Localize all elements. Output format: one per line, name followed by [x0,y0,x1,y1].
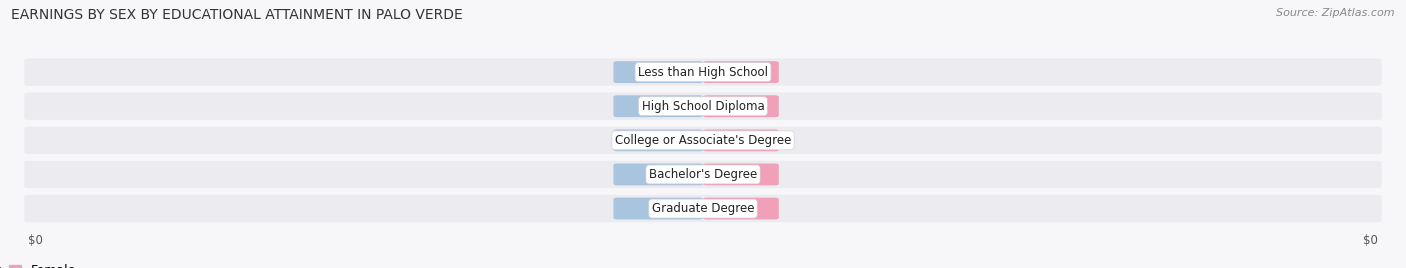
FancyBboxPatch shape [24,58,1382,86]
Text: EARNINGS BY SEX BY EDUCATIONAL ATTAINMENT IN PALO VERDE: EARNINGS BY SEX BY EDUCATIONAL ATTAINMEN… [11,8,463,22]
Text: $0: $0 [734,101,748,111]
FancyBboxPatch shape [613,95,703,117]
FancyBboxPatch shape [703,163,779,185]
Text: $0: $0 [651,135,665,145]
FancyBboxPatch shape [703,198,779,219]
Text: Bachelor's Degree: Bachelor's Degree [650,168,756,181]
Text: $0: $0 [1364,234,1378,247]
Text: $0: $0 [651,67,665,77]
Text: $0: $0 [734,169,748,180]
FancyBboxPatch shape [613,61,703,83]
FancyBboxPatch shape [24,161,1382,188]
Text: College or Associate's Degree: College or Associate's Degree [614,134,792,147]
Text: $0: $0 [734,135,748,145]
Text: $0: $0 [28,234,42,247]
Text: $0: $0 [734,67,748,77]
FancyBboxPatch shape [24,92,1382,120]
Text: $0: $0 [651,101,665,111]
Text: $0: $0 [734,204,748,214]
FancyBboxPatch shape [703,129,779,151]
Text: Source: ZipAtlas.com: Source: ZipAtlas.com [1277,8,1395,18]
FancyBboxPatch shape [24,127,1382,154]
FancyBboxPatch shape [613,129,703,151]
FancyBboxPatch shape [613,163,703,185]
Text: Less than High School: Less than High School [638,66,768,79]
Text: $0: $0 [651,169,665,180]
Text: $0: $0 [651,204,665,214]
Text: Graduate Degree: Graduate Degree [652,202,754,215]
FancyBboxPatch shape [703,95,779,117]
Legend: Male, Female: Male, Female [0,259,82,268]
FancyBboxPatch shape [613,198,703,219]
FancyBboxPatch shape [24,195,1382,222]
Text: High School Diploma: High School Diploma [641,100,765,113]
FancyBboxPatch shape [703,61,779,83]
